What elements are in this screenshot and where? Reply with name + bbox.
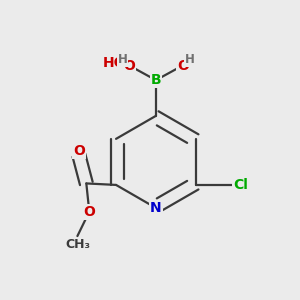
Text: O: O bbox=[73, 144, 85, 158]
Text: CH₃: CH₃ bbox=[65, 238, 90, 251]
Text: Cl: Cl bbox=[233, 178, 248, 192]
Text: O: O bbox=[83, 205, 95, 219]
Text: H: H bbox=[117, 53, 127, 66]
Text: N: N bbox=[150, 201, 162, 215]
Text: H: H bbox=[184, 53, 194, 66]
Text: O: O bbox=[177, 59, 189, 73]
Text: O: O bbox=[123, 59, 135, 73]
Text: B: B bbox=[151, 73, 161, 87]
Text: HO: HO bbox=[103, 56, 126, 70]
